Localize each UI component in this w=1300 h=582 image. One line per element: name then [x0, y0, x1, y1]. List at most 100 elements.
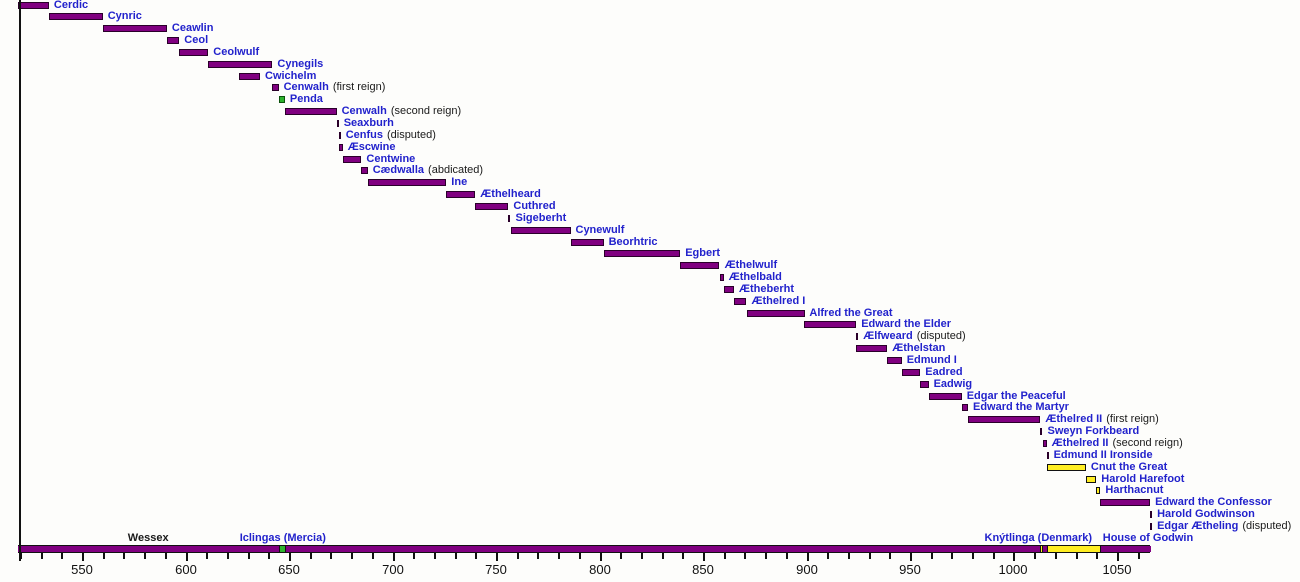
reign-bar — [968, 416, 1041, 423]
axis-tick-label: 600 — [175, 562, 197, 577]
reign-name-link[interactable]: Ælfweard — [863, 330, 913, 342]
reign-name-link[interactable]: Edward the Martyr — [973, 401, 1069, 413]
reign-name-link[interactable]: Beorhtric — [608, 236, 658, 248]
reign-note: (second reign) — [1112, 437, 1183, 449]
reign-name-link[interactable]: Cuthred — [513, 200, 556, 212]
reign-bar — [272, 84, 279, 91]
axis-minor-tick — [61, 553, 63, 559]
reign-name-link[interactable]: Harold Godwinson — [1157, 508, 1255, 520]
axis-minor-tick — [475, 553, 477, 559]
reign-label: Edward the Martyr — [973, 401, 1069, 414]
reign-name-link[interactable]: Edmund II Ironside — [1053, 449, 1153, 461]
reign-bar — [179, 49, 209, 56]
reign-name-link[interactable]: Centwine — [366, 153, 416, 165]
dynasty-bar-segment — [1046, 546, 1102, 552]
reign-name-link[interactable]: Eadred — [925, 366, 963, 378]
reign-bar — [284, 108, 337, 115]
reign-name-link[interactable]: Alfred the Great — [809, 307, 893, 319]
axis-tick-label: 800 — [589, 562, 611, 577]
reign-name-link[interactable]: Penda — [289, 93, 323, 105]
reign-label: Cnut the Great — [1091, 461, 1167, 474]
reign-name-link[interactable]: Harthacnut — [1105, 484, 1164, 496]
axis-major-tick — [910, 553, 912, 561]
reign-name-link[interactable]: Cwichelm — [265, 70, 317, 82]
dynasty-bar-segment — [1042, 546, 1048, 552]
axis-minor-tick — [744, 553, 746, 559]
reign-label: Cerdic — [54, 0, 88, 12]
reign-bar — [166, 37, 180, 44]
reign-name-link[interactable]: Harold Harefoot — [1101, 473, 1185, 485]
reign-name-link[interactable]: Eadwig — [933, 378, 973, 390]
reign-bar — [338, 144, 343, 151]
reign-name-link[interactable]: Æthelbald — [728, 271, 782, 283]
dynasty-label[interactable]: Knýtlinga (Denmark) — [984, 532, 1093, 544]
reign-label: Æthelstan — [892, 342, 945, 355]
reign-label: Penda — [290, 93, 323, 106]
axis-minor-tick — [620, 553, 622, 559]
reign-name-link[interactable]: Cynric — [107, 10, 142, 22]
reign-label: Æthelwulf — [725, 259, 778, 272]
reign-label: Ætheberht — [739, 283, 794, 296]
axis-minor-tick — [144, 553, 146, 559]
reign-name-link[interactable]: Cynewulf — [575, 224, 625, 236]
reign-name-link[interactable]: Edgar the Peaceful — [966, 390, 1066, 402]
axis-minor-tick — [206, 553, 208, 559]
reign-name-link[interactable]: Edgar Ætheling — [1157, 520, 1239, 532]
reign-bar — [278, 96, 285, 103]
axis-minor-tick — [1096, 553, 1098, 559]
axis-minor-tick — [993, 553, 995, 559]
reign-name-link[interactable]: Egbert — [685, 247, 721, 259]
axis-minor-tick — [558, 553, 560, 559]
axis-minor-tick — [123, 553, 125, 559]
reign-bar — [48, 13, 103, 20]
reign-label: Eadred — [925, 366, 962, 379]
reign-bar — [338, 132, 341, 139]
reign-name-link[interactable]: Edmund I — [906, 354, 957, 366]
reign-bar — [102, 25, 167, 32]
axis-minor-tick — [1138, 553, 1140, 559]
reign-label: Ine — [451, 176, 467, 189]
reign-name-link[interactable]: Cerdic — [53, 0, 89, 11]
reign-name-link[interactable]: Cenwalh — [341, 105, 387, 117]
reign-bar — [723, 286, 735, 293]
dynasty-bar-segment — [17, 546, 279, 552]
reign-name-link[interactable]: Ætheberht — [739, 283, 794, 295]
axis-minor-tick — [165, 553, 167, 559]
reign-label: Ceolwulf — [213, 46, 259, 59]
reign-name-link[interactable]: Æthelred II — [1045, 413, 1103, 425]
reign-name-link[interactable]: Æthelwulf — [724, 259, 778, 271]
reign-name-link[interactable]: Æscwine — [347, 141, 396, 153]
reign-name-link[interactable]: Ceawlin — [171, 22, 214, 34]
dynasty-label[interactable]: Iclingas (Mercia) — [239, 532, 326, 544]
axis-minor-tick — [310, 553, 312, 559]
axis-minor-tick — [1034, 553, 1036, 559]
reign-name-link[interactable]: Sweyn Forkbeard — [1047, 425, 1140, 437]
reign-name-link[interactable]: Sigeberht — [515, 212, 567, 224]
reign-label: Harold Godwinson — [1157, 508, 1255, 521]
dynasty-label[interactable]: House of Godwin — [1102, 532, 1194, 544]
reign-name-link[interactable]: Cenfus — [345, 129, 383, 141]
reign-name-link[interactable]: Ine — [451, 176, 468, 188]
reign-name-link[interactable]: Æthelheard — [480, 188, 541, 200]
reign-name-link[interactable]: Æthelred II — [1051, 437, 1109, 449]
reign-bar — [17, 2, 49, 9]
reign-name-link[interactable]: Ceolwulf — [213, 46, 260, 58]
axis-minor-tick — [641, 553, 643, 559]
axis-major-tick — [496, 553, 498, 561]
reign-name-link[interactable]: Edward the Elder — [861, 318, 952, 330]
axis-major-tick — [186, 553, 188, 561]
axis-minor-tick — [103, 553, 105, 559]
reign-name-link[interactable]: Cnut the Great — [1090, 461, 1168, 473]
reign-name-link[interactable]: Æthelred I — [751, 295, 806, 307]
reign-name-link[interactable]: Cynegils — [277, 58, 324, 70]
reign-label: Æscwine — [348, 141, 396, 154]
reign-name-link[interactable]: Edward the Confessor — [1155, 496, 1272, 508]
reign-name-link[interactable]: Cædwalla — [372, 164, 425, 176]
reign-name-link[interactable]: Ceol — [184, 34, 209, 46]
reign-bar — [746, 310, 805, 317]
reign-name-link[interactable]: Æthelstan — [892, 342, 946, 354]
reign-bar — [508, 215, 511, 222]
axis-minor-tick — [972, 553, 974, 559]
reign-name-link[interactable]: Cenwalh — [283, 81, 329, 93]
reign-name-link[interactable]: Seaxburh — [343, 117, 394, 129]
